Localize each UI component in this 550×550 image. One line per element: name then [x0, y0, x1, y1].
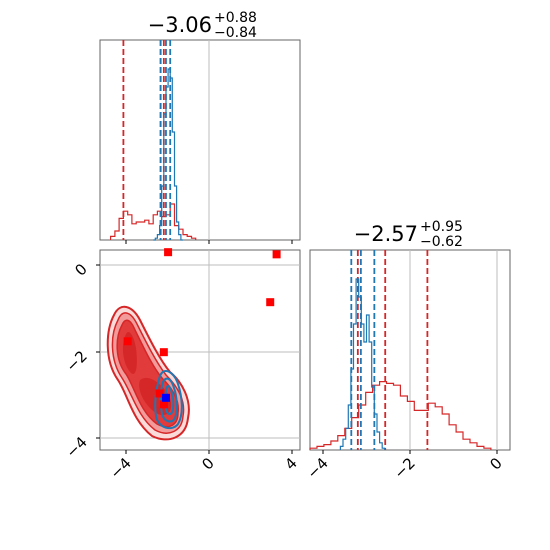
tick-label: 0: [198, 454, 217, 473]
tick-label: −2: [62, 347, 90, 375]
marker-point: [123, 337, 132, 346]
tick-label: 0: [71, 260, 90, 279]
panel-marginal-x: [99, 39, 301, 244]
yaxis-ticks-joint: 0 −2 −4: [62, 260, 100, 461]
title-y-upper-error: +0.95: [420, 219, 463, 235]
histogram-marginal-y: [309, 250, 492, 450]
panel-marginal-x-frame: [99, 39, 301, 241]
marker-point: [272, 250, 281, 259]
tick-label: −4: [106, 454, 134, 482]
title-x: −3.06 +0.88 −0.84: [148, 10, 257, 41]
title-y: −2.57 +0.95 −0.62: [354, 219, 463, 250]
marker-point: [159, 400, 168, 409]
marker-point: [266, 298, 275, 307]
title-x-upper-error: +0.88: [214, 10, 257, 26]
title-y-lower-error: −0.62: [420, 234, 463, 250]
tick-label: −4: [62, 433, 90, 461]
marker-point: [159, 348, 168, 357]
tick-label: −4: [303, 454, 331, 482]
xaxis-ticks-joint: −4 0 4: [106, 450, 301, 482]
marker-layer: [123, 248, 281, 409]
contour-blue-level-1: [154, 369, 183, 430]
tick-label: −2: [390, 454, 418, 482]
panel-joint: −4 0 4 0 −2 −4: [62, 248, 301, 482]
marker-point: [155, 389, 164, 398]
xaxis-ticks-marginal-y: −4 −2 0: [303, 450, 506, 482]
title-x-value: −3.06: [148, 13, 212, 37]
tick-label: 0: [486, 454, 505, 473]
tick-label: 4: [281, 454, 300, 473]
histogram-series: [309, 381, 492, 450]
histogram-marginal-x: [110, 40, 197, 241]
title-y-value: −2.57: [354, 222, 418, 246]
panel-joint-frame: [99, 249, 301, 451]
marker-point: [164, 248, 173, 257]
xaxis-ticks-marginal-x: [125, 240, 293, 244]
histogram-series: [153, 68, 183, 241]
title-x-lower-error: −0.84: [214, 25, 257, 41]
histogram-series: [339, 278, 386, 450]
marker-point: [161, 393, 170, 402]
panel-marginal-y: −4 −2 0: [303, 249, 511, 482]
